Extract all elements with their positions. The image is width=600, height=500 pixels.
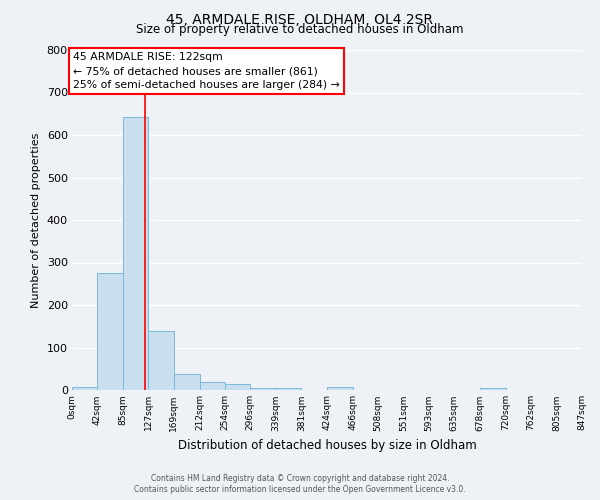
Bar bbox=[174, 374, 200, 390]
Text: 45 ARMDALE RISE: 122sqm
← 75% of detached houses are smaller (861)
25% of semi-d: 45 ARMDALE RISE: 122sqm ← 75% of detache… bbox=[73, 52, 340, 90]
Bar bbox=[225, 384, 250, 390]
Bar bbox=[480, 388, 506, 390]
Text: Contains HM Land Registry data © Crown copyright and database right 2024.
Contai: Contains HM Land Registry data © Crown c… bbox=[134, 474, 466, 494]
X-axis label: Distribution of detached houses by size in Oldham: Distribution of detached houses by size … bbox=[178, 439, 476, 452]
Bar bbox=[250, 388, 276, 390]
Text: Size of property relative to detached houses in Oldham: Size of property relative to detached ho… bbox=[136, 22, 464, 36]
Bar bbox=[123, 116, 148, 390]
Bar bbox=[276, 388, 301, 390]
Bar bbox=[97, 273, 123, 390]
Y-axis label: Number of detached properties: Number of detached properties bbox=[31, 132, 41, 308]
Bar bbox=[148, 330, 174, 390]
Bar bbox=[72, 387, 97, 390]
Bar bbox=[328, 387, 353, 390]
Bar bbox=[200, 382, 225, 390]
Text: 45, ARMDALE RISE, OLDHAM, OL4 2SR: 45, ARMDALE RISE, OLDHAM, OL4 2SR bbox=[167, 12, 433, 26]
